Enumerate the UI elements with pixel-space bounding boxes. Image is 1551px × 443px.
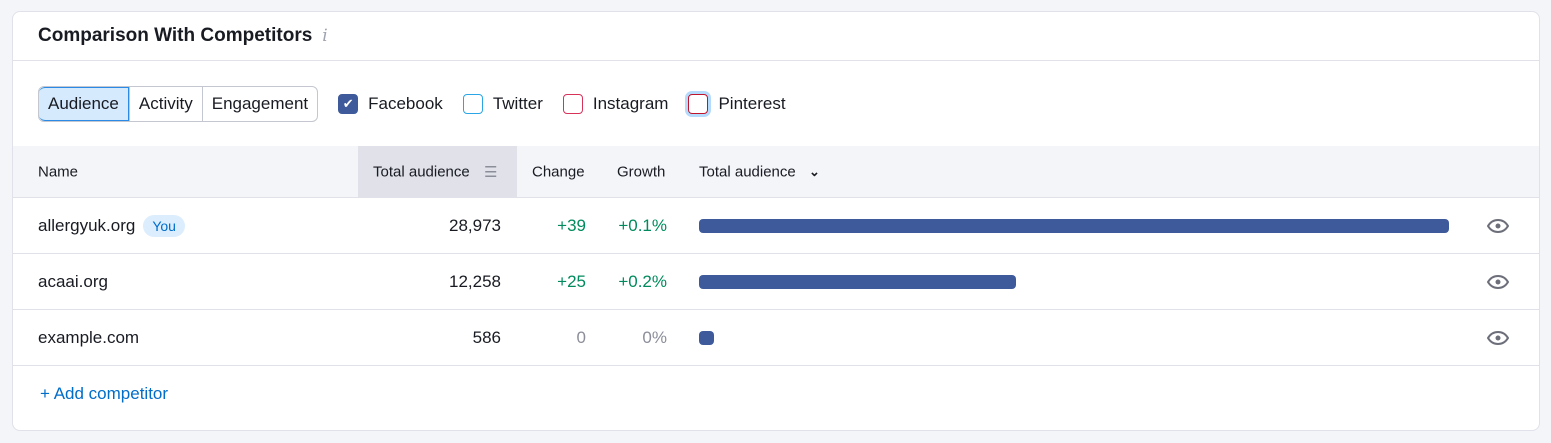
- metric-tabs: Audience Activity Engagement: [38, 85, 319, 122]
- card-title: Comparison With Competitors: [38, 25, 313, 46]
- change-value: 0: [576, 327, 586, 347]
- tab-activity[interactable]: Activity: [128, 86, 202, 121]
- card-header: Comparison With Competitors i: [13, 12, 1539, 61]
- table-row: example.com 586 0 0%: [13, 310, 1539, 366]
- checkbox-instagram[interactable]: Instagram: [562, 93, 669, 114]
- growth-value: +0.1%: [618, 215, 667, 235]
- col-total-audience[interactable]: Total audience: [373, 163, 470, 180]
- table-header: Name Total audience ☰ Change Growth Tota…: [13, 146, 1539, 198]
- checkbox-label: Facebook: [368, 93, 443, 113]
- checkbox-label: Instagram: [592, 93, 669, 113]
- total-audience-value: 586: [472, 327, 501, 347]
- tab-audience[interactable]: Audience: [39, 86, 129, 121]
- comparison-card: Comparison With Competitors i Audience A…: [12, 11, 1540, 431]
- checkbox-label: Pinterest: [718, 93, 786, 113]
- tab-engagement[interactable]: Engagement: [201, 86, 317, 121]
- checkbox-label: Twitter: [492, 93, 543, 113]
- total-audience-value: 12,258: [449, 271, 501, 291]
- checkbox-twitter[interactable]: Twitter: [462, 93, 543, 114]
- domain-name: example.com: [38, 327, 140, 347]
- audience-bar: [699, 274, 1017, 289]
- checkbox-box: [462, 93, 483, 114]
- col-change[interactable]: Change: [532, 163, 585, 180]
- eye-icon[interactable]: [1487, 274, 1509, 289]
- you-badge: You: [143, 214, 185, 237]
- growth-value: 0%: [642, 327, 667, 347]
- eye-icon[interactable]: [1487, 330, 1509, 345]
- col-name[interactable]: Name: [38, 163, 79, 180]
- sorted-column-bg: [358, 146, 517, 198]
- audience-bar: [699, 218, 1449, 233]
- controls: Audience Activity Engagement ✔ Facebook T…: [13, 61, 1539, 146]
- col-bar-select[interactable]: Total audience: [699, 163, 796, 180]
- domain-name: acaai.org: [38, 271, 108, 291]
- checkbox-pinterest[interactable]: Pinterest: [688, 93, 786, 114]
- table-row: allergyuk.org You 28,973 +39 +0.1%: [13, 198, 1539, 254]
- checkbox-box: [562, 93, 583, 114]
- col-growth[interactable]: Growth: [617, 163, 666, 180]
- add-competitor-link[interactable]: + Add competitor: [40, 384, 169, 403]
- chevron-down-icon[interactable]: ⌄: [809, 163, 820, 179]
- audience-bar: [699, 330, 715, 345]
- sort-icon[interactable]: ☰: [484, 163, 498, 181]
- checkbox-box: [688, 93, 709, 114]
- info-icon[interactable]: i: [322, 26, 328, 46]
- check-icon: ✔: [338, 93, 359, 114]
- change-value: +25: [557, 271, 586, 291]
- eye-icon[interactable]: [1487, 218, 1509, 233]
- domain-name: allergyuk.org: [38, 215, 136, 235]
- table-row: acaai.org 12,258 +25 +0.2%: [13, 254, 1539, 310]
- change-value: +39: [557, 215, 586, 235]
- total-audience-value: 28,973: [449, 215, 501, 235]
- checkbox-facebook[interactable]: ✔ Facebook: [338, 93, 443, 114]
- growth-value: +0.2%: [618, 271, 667, 291]
